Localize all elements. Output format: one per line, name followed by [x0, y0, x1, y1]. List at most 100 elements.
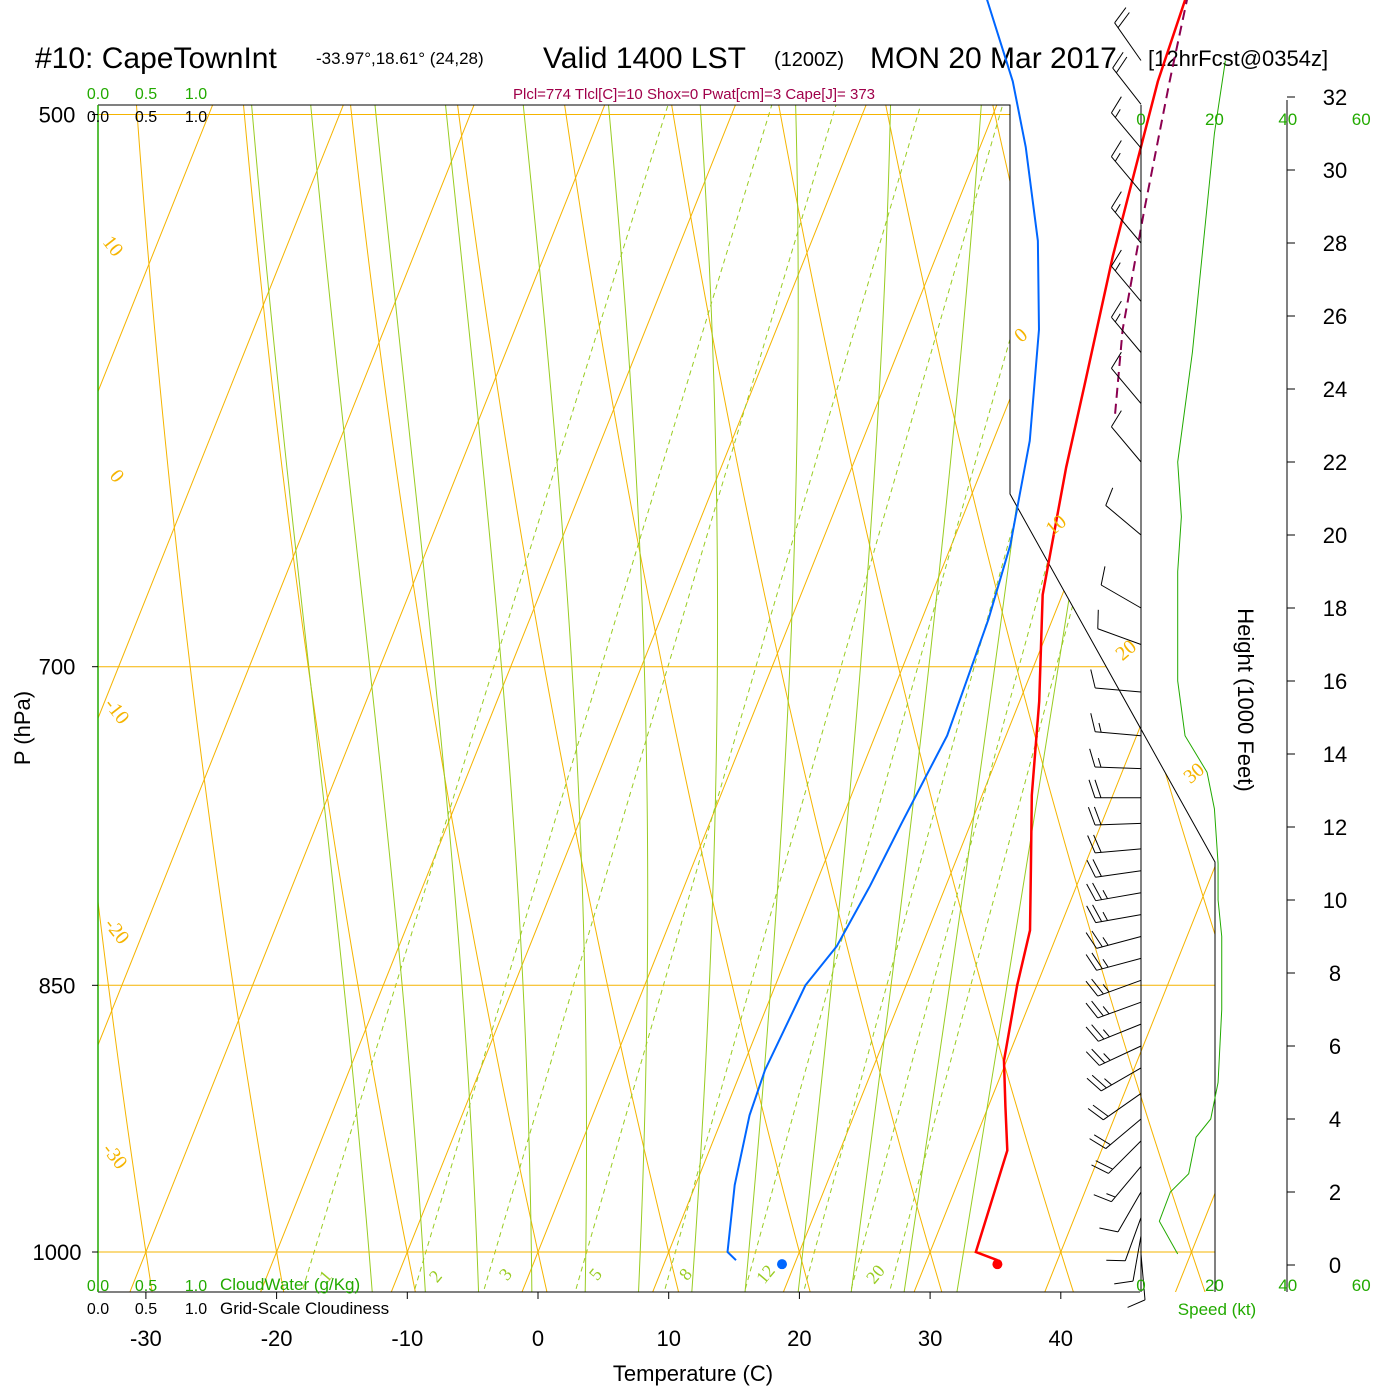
wind-barb — [1085, 1023, 1142, 1042]
moist-adiabat — [365, 105, 533, 1292]
barb-feather — [1087, 1108, 1104, 1121]
isotherm-label: 0 — [105, 466, 128, 487]
barb-half-feather — [1102, 890, 1108, 899]
cloudwater-bottom-tick: 1.0 — [185, 1278, 207, 1295]
cloudiness-top-tick: 1.0 — [185, 109, 207, 126]
wind-barb — [1114, 1235, 1142, 1285]
height-tick-label: 24 — [1323, 377, 1347, 402]
barb-feather — [1091, 1024, 1105, 1040]
barb-feather — [1093, 806, 1102, 825]
barb-half-feather — [1106, 1193, 1116, 1198]
mixing-ratio-line — [401, 105, 882, 1292]
moist-adiabat — [433, 105, 588, 1292]
barb-staff — [1111, 207, 1142, 244]
height-tick-label: 2 — [1329, 1180, 1341, 1205]
barb-staff — [1095, 822, 1142, 826]
speed-bottom-tick: 60 — [1352, 1276, 1371, 1295]
wind-barb — [1111, 96, 1142, 149]
speed-top-tick: 0 — [1136, 110, 1145, 129]
surface-temperature-marker — [992, 1259, 1003, 1270]
barb-feather — [1085, 1051, 1100, 1066]
dewpoint-profile — [726, 0, 1040, 1261]
cloudiness-bottom-tick: 0.5 — [135, 1301, 157, 1318]
height-tick-label: 28 — [1323, 231, 1347, 256]
barb-feather — [1099, 1227, 1119, 1233]
cloudwater-bottom-tick: 0.5 — [135, 1278, 157, 1295]
wind-barb — [1087, 806, 1142, 826]
wind-barb — [1086, 859, 1142, 878]
barb-feather — [1091, 978, 1104, 995]
cloudiness-top-tick: 0.0 — [87, 109, 109, 126]
barb-feather — [1091, 1074, 1107, 1089]
barb-staff — [1111, 1166, 1142, 1203]
barb-feather — [1089, 748, 1096, 768]
x-tick-label: -10 — [391, 1326, 423, 1351]
barb-staff — [1100, 584, 1142, 609]
barb-feather — [1091, 1164, 1109, 1174]
speed-bottom-tick: 20 — [1205, 1276, 1224, 1295]
profile-lines — [726, 0, 1188, 1270]
dry-adiabat — [98, 105, 162, 1292]
barb-feather — [1095, 1160, 1113, 1170]
barb-feather — [1091, 952, 1103, 970]
y-tick-label: 1000 — [33, 1240, 82, 1265]
cloudiness-panel: 0.0 0.5 1.0 0.0 0.5 1.0 0.0 0.5 1.0 0.0 0.5 1.0 — [87, 86, 207, 1318]
barb-staff — [1111, 316, 1142, 353]
x-tick-label: 10 — [656, 1326, 680, 1351]
wind-barb — [1086, 882, 1142, 902]
isotherm-line — [98, 105, 561, 1292]
isotherm-label: 20 — [1111, 636, 1140, 666]
barb-feather — [1085, 1026, 1099, 1042]
wind-barb — [1106, 1217, 1142, 1262]
barb-feather — [1111, 191, 1122, 209]
wind-barb — [1085, 1000, 1142, 1019]
wind-barb — [1114, 7, 1142, 61]
barb-staff — [1140, 1254, 1146, 1300]
barb-staff — [1099, 1045, 1142, 1066]
barb-feather — [1092, 1104, 1109, 1117]
moist-adiabat — [949, 105, 1215, 1292]
valid-date: MON 20 Mar 2017 — [870, 42, 1117, 75]
mixing-ratio-line — [471, 105, 945, 1292]
barb-feather — [1112, 51, 1124, 69]
barb-staff — [1108, 1140, 1142, 1174]
wind-barb — [1105, 487, 1142, 536]
barb-half-feather — [1104, 1078, 1112, 1086]
barb-staff — [1103, 1093, 1142, 1121]
barb-half-feather — [1102, 959, 1109, 968]
height-tick-label: 4 — [1329, 1107, 1341, 1132]
isotherm-line — [98, 105, 169, 1292]
cloudiness-bottom-tick: 1.0 — [185, 1301, 207, 1318]
surface-dewpoint-marker — [777, 1259, 787, 1270]
barb-feather — [1085, 932, 1097, 949]
moist-adiabat — [201, 105, 376, 1292]
barb-feather — [1086, 883, 1097, 901]
isotherm-label: -30 — [98, 1139, 132, 1174]
speed-top-tick: 60 — [1352, 110, 1371, 129]
x-tick-label: 0 — [532, 1326, 544, 1351]
mixing-ratio-line — [652, 105, 1107, 1292]
isotherm-line — [98, 105, 822, 1292]
sounding-parameters: Plcl=774 Tlcl[C]=10 Shox=0 Pwat[cm]=3 Ca… — [513, 86, 875, 103]
barb-feather — [1091, 930, 1103, 948]
cloudwater-label: CloudWater (g/Kg) — [220, 1275, 360, 1294]
barb-staff — [1112, 67, 1142, 105]
barb-feather — [1100, 566, 1106, 586]
mixing-ratio-line — [792, 105, 1215, 1292]
barb-staff — [1111, 265, 1142, 302]
barb-feather — [1086, 859, 1096, 878]
isotherm-line — [98, 105, 692, 1292]
background-grid — [98, 105, 1215, 1292]
barb-staff — [1111, 368, 1142, 404]
wind-barb — [1100, 566, 1142, 609]
speed-top-tick: 40 — [1278, 110, 1297, 129]
wind-barb — [1111, 410, 1142, 463]
isotherm-line — [891, 105, 1215, 1292]
isotherm-line — [237, 105, 1214, 1292]
barb-feather — [1091, 1048, 1106, 1064]
wind-barb — [1089, 748, 1142, 770]
speed-bottom-tick: 0 — [1136, 1276, 1145, 1295]
barb-half-feather — [1114, 313, 1121, 323]
wind-barb — [1088, 779, 1141, 799]
